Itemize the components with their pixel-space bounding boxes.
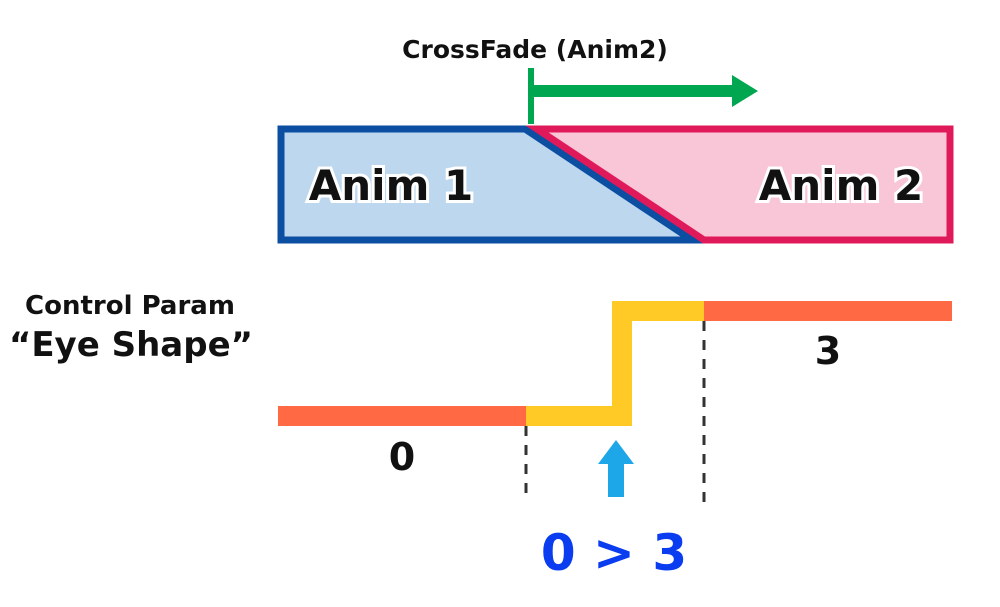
value-3-segment: [704, 301, 952, 321]
eye-shape-step-line: [278, 301, 952, 426]
anim2-block: [525, 125, 954, 244]
anim1-block: [277, 125, 704, 244]
value-after-label: 3: [815, 329, 841, 373]
transition-step-riser: [612, 301, 632, 426]
change-marker-arrow-icon: [598, 440, 634, 497]
value-change-label: 0 > 3: [541, 524, 687, 582]
crossfade-arrow: [528, 68, 758, 124]
anim1-label: Anim 1: [309, 161, 473, 210]
transition-low-segment: [526, 406, 617, 426]
anim2-label: Anim 2: [759, 161, 923, 210]
control-param-name: “Eye Shape”: [9, 325, 253, 365]
transition-high-segment: [612, 301, 704, 321]
crossfade-label: CrossFade (Anim2): [402, 35, 668, 64]
control-param-title: Control Param: [25, 291, 235, 321]
value-0-segment: [278, 406, 526, 426]
value-before-label: 0: [389, 435, 415, 479]
